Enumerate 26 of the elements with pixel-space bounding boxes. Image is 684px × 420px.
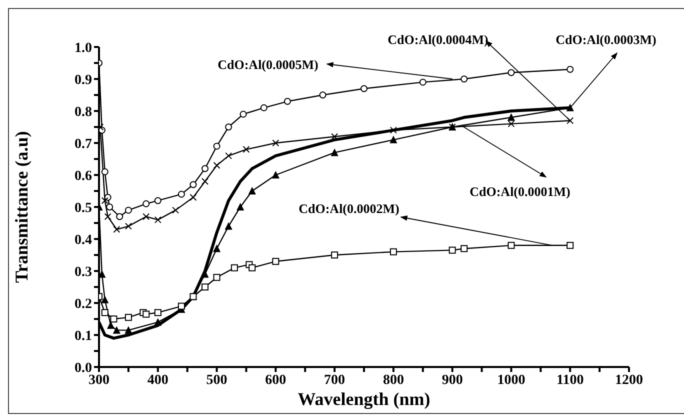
y-tick-label: 0.4: [74, 232, 92, 248]
y-tick-label: 0.5: [74, 200, 92, 216]
annotation: CdO:Al(0.0003M): [556, 32, 656, 47]
x-tick-label: 600: [265, 372, 286, 388]
annotation: CdO:Al(0.0004M): [388, 32, 488, 47]
y-tick-label: 1.0: [74, 40, 92, 56]
x-tick-label: 700: [324, 372, 346, 388]
y-tick-label: 0.6: [74, 168, 92, 184]
x-tick-label: 1000: [497, 372, 526, 388]
x-tick-label: 1100: [556, 372, 584, 388]
annotation: CdO:Al(0.0001M): [470, 184, 570, 199]
x-tick-label: 500: [206, 372, 228, 388]
x-tick-label: 900: [442, 372, 463, 388]
annotation: CdO:Al(0.0002M): [298, 201, 400, 216]
y-axis-title: Transmittance (a.u): [11, 131, 32, 283]
x-tick-label: 800: [382, 372, 404, 388]
y-tick-label: 0.8: [74, 104, 92, 120]
y-tick-label: 0.9: [74, 72, 92, 88]
y-tick-label: 0.1: [74, 328, 92, 344]
y-tick-label: 0.7: [74, 136, 92, 152]
x-axis-title: Wavelength (nm): [298, 389, 430, 409]
y-tick-label: 0.2: [74, 296, 92, 312]
annotation: CdO:Al(0.0005M): [218, 57, 318, 72]
x-tick-label: 1200: [615, 372, 643, 388]
y-tick-label: 0.3: [74, 264, 92, 280]
x-tick-label: 400: [147, 372, 168, 388]
